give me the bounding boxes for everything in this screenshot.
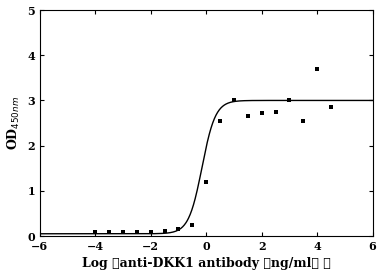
- Point: [286, 98, 293, 103]
- Point: [120, 229, 126, 234]
- Point: [162, 229, 168, 233]
- Point: [148, 229, 154, 234]
- Point: [300, 119, 306, 123]
- Point: [203, 180, 209, 184]
- Point: [231, 98, 237, 103]
- Point: [259, 111, 265, 115]
- Point: [245, 114, 251, 118]
- Point: [106, 229, 112, 234]
- Point: [92, 230, 98, 235]
- Point: [217, 119, 223, 123]
- Point: [175, 227, 181, 232]
- Point: [314, 67, 320, 71]
- Y-axis label: OD$_{450nm}$: OD$_{450nm}$: [6, 96, 22, 150]
- Point: [189, 222, 195, 227]
- X-axis label: Log （anti-DKK1 antibody （ng/ml） ）: Log （anti-DKK1 antibody （ng/ml） ）: [82, 258, 330, 270]
- Point: [272, 110, 278, 114]
- Point: [134, 229, 140, 234]
- Point: [328, 105, 334, 109]
